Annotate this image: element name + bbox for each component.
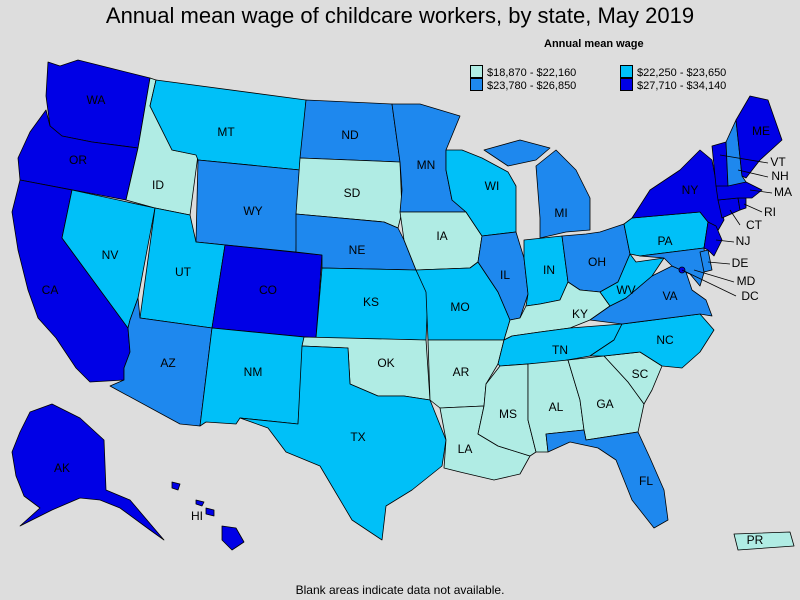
label-nc: NC — [656, 333, 674, 347]
legend-label-c3: $23,780 - $26,850 — [487, 80, 577, 92]
state-tx[interactable] — [239, 345, 447, 541]
state-ak[interactable] — [11, 403, 165, 541]
state-ct[interactable] — [717, 197, 741, 219]
label-va: VA — [662, 289, 677, 303]
label-wv: WV — [616, 283, 635, 297]
legend-swatch-c2 — [620, 65, 633, 78]
label-ca: CA — [42, 283, 59, 297]
label-de: DE — [732, 256, 749, 270]
state-nj[interactable] — [703, 221, 723, 257]
legend-swatch-c4 — [620, 78, 633, 91]
label-pr: PR — [747, 533, 764, 547]
label-co: CO — [259, 283, 277, 297]
legend-item-c2: $22,250 - $23,650 — [620, 65, 727, 79]
state-wv[interactable] — [599, 253, 665, 307]
label-la: LA — [458, 442, 473, 456]
legend-item-c3: $23,780 - $26,850 — [470, 78, 577, 92]
label-mn: MN — [417, 158, 436, 172]
label-ct: CT — [746, 218, 763, 232]
label-tn: TN — [552, 343, 568, 357]
legend-swatch-c1 — [470, 65, 483, 78]
label-ri: RI — [764, 205, 776, 219]
legend-title: Annual mean wage — [544, 38, 644, 50]
label-nm: NM — [244, 365, 263, 379]
label-wa: WA — [87, 93, 106, 107]
label-ak: AK — [54, 461, 70, 475]
leader-line-dc — [681, 269, 737, 297]
state-de[interactable] — [699, 249, 713, 273]
leader-line-de — [707, 261, 731, 265]
leader-line-nj — [715, 239, 735, 243]
leader-line-ma — [749, 189, 773, 194]
label-wy: WY — [243, 204, 262, 218]
label-pa: PA — [657, 234, 672, 248]
label-fl: FL — [639, 474, 653, 488]
legend-item-c4: $27,710 - $34,140 — [620, 78, 727, 92]
label-mt: MT — [217, 125, 235, 139]
label-mi: MI — [554, 206, 567, 220]
label-md: MD — [737, 274, 756, 288]
leader-line-nh — [737, 169, 769, 178]
state-me[interactable] — [735, 95, 783, 179]
legend-item-c1: $18,870 - $22,160 — [470, 65, 577, 79]
label-id: ID — [152, 178, 164, 192]
state-pr[interactable] — [733, 531, 795, 551]
leader-line-vt — [719, 154, 769, 164]
label-ga: GA — [596, 397, 613, 411]
label-ks: KS — [363, 295, 379, 309]
state-hi[interactable] — [171, 481, 245, 551]
legend-swatch-c3 — [470, 78, 483, 91]
label-nh: NH — [771, 169, 788, 183]
label-or: OR — [69, 153, 87, 167]
label-ma: MA — [774, 185, 792, 199]
legend-label-c2: $22,250 - $23,650 — [637, 67, 727, 79]
label-ky: KY — [572, 307, 588, 321]
label-vt: VT — [770, 155, 786, 169]
label-ne: NE — [349, 243, 366, 257]
label-me: ME — [752, 124, 770, 138]
label-il: IL — [500, 268, 510, 282]
label-tx: TX — [350, 430, 365, 444]
label-hi: HI — [191, 509, 203, 523]
label-wi: WI — [485, 179, 500, 193]
label-ia: IA — [436, 229, 447, 243]
label-al: AL — [549, 400, 564, 414]
label-ar: AR — [453, 365, 470, 379]
label-ut: UT — [175, 265, 192, 279]
label-ny: NY — [682, 183, 699, 197]
label-az: AZ — [160, 356, 175, 370]
label-oh: OH — [588, 255, 606, 269]
label-ms: MS — [499, 407, 517, 421]
leader-line-md — [693, 269, 735, 283]
label-nv: NV — [102, 248, 119, 262]
state-fl[interactable] — [545, 429, 669, 529]
label-dc: DC — [741, 289, 759, 303]
state-nc[interactable] — [589, 313, 715, 369]
label-in: IN — [543, 263, 555, 277]
label-mo: MO — [450, 300, 469, 314]
leader-line-ri — [743, 203, 763, 213]
legend-label-c4: $27,710 - $34,140 — [637, 80, 727, 92]
label-nj: NJ — [736, 234, 751, 248]
label-sd: SD — [344, 186, 361, 200]
label-sc: SC — [632, 367, 649, 381]
leader-line-ct — [729, 209, 741, 226]
footnote: Blank areas indicate data not available. — [295, 583, 505, 597]
map-title: Annual mean wage of childcare workers, b… — [105, 3, 695, 28]
label-nd: ND — [341, 128, 359, 142]
legend-label-c1: $18,870 - $22,160 — [487, 67, 577, 79]
label-ok: OK — [377, 356, 394, 370]
state-mi[interactable] — [483, 139, 591, 239]
